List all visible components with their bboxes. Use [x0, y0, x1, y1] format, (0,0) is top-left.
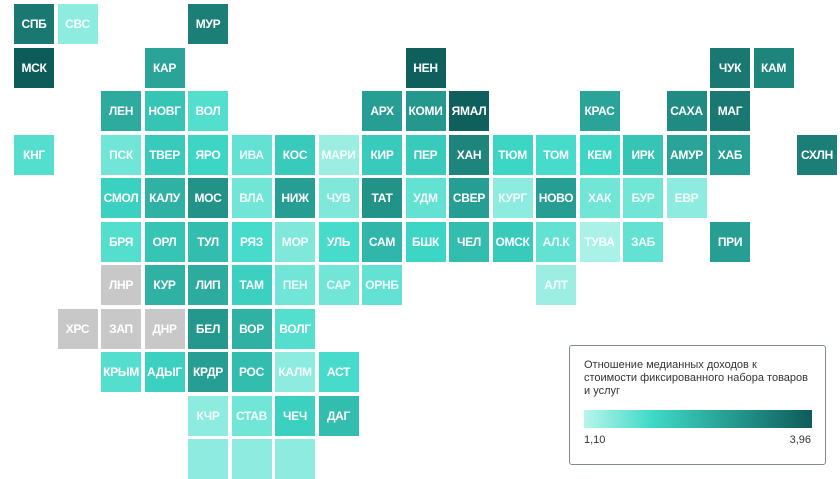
region-tile-КРАС[interactable]: КРАС	[579, 91, 620, 131]
region-tile-БРЯ[interactable]: БРЯ	[101, 221, 141, 262]
region-tile-СВС[interactable]: СВС	[57, 4, 98, 44]
region-tile-УДМ[interactable]: УДМ	[405, 178, 446, 218]
region-tile-ПЕР[interactable]: ПЕР	[405, 134, 446, 175]
region-tile-САР[interactable]: САР	[318, 265, 359, 305]
region-tile-УЛЬ[interactable]: УЛЬ	[318, 221, 359, 262]
region-tile-ВОЛГ[interactable]: ВОЛГ	[275, 308, 315, 349]
region-tile-МАРИ[interactable]: МАРИ	[318, 134, 359, 175]
region-tile-СМОЛ[interactable]: СМОЛ	[101, 178, 141, 218]
region-tile-ДАГ[interactable]: ДАГ	[318, 395, 359, 436]
region-tile-ОРЛ[interactable]: ОРЛ	[144, 221, 185, 262]
region-tile-ХАК[interactable]: ХАК	[579, 178, 620, 218]
region-tile-ВОР[interactable]: ВОР	[231, 308, 272, 349]
region-tile-РОС[interactable]: РОС	[231, 352, 272, 392]
region-tile-НИЖ[interactable]: НИЖ	[275, 178, 315, 218]
region-tile-КУРГ[interactable]: КУРГ	[492, 178, 533, 218]
region-tile-АМУР[interactable]: АМУР	[666, 134, 707, 175]
region-tile-ТУЛ[interactable]: ТУЛ	[188, 221, 228, 262]
region-tile-СПБ[interactable]: СПБ	[14, 4, 54, 44]
region-tile-САХА[interactable]: САХА	[666, 91, 707, 131]
region-tile-ЧУВ[interactable]: ЧУВ	[318, 178, 359, 218]
region-tile-БЕЛ[interactable]: БЕЛ	[188, 308, 228, 349]
region-tile-ЛНР[interactable]: ЛНР	[101, 265, 141, 305]
region-tile-ЯРО[interactable]: ЯРО	[188, 134, 228, 175]
region-tile-ХАН[interactable]: ХАН	[449, 134, 489, 175]
region-tile-ЛИП[interactable]: ЛИП	[188, 265, 228, 305]
region-tile-ПСК[interactable]: ПСК	[101, 134, 141, 175]
region-tile-МСК[interactable]: МСК	[14, 47, 54, 88]
region-tile-ХАБ[interactable]: ХАБ	[710, 134, 750, 175]
region-tile-ТОМ[interactable]: ТОМ	[536, 134, 576, 175]
region-tile-ОРНБ[interactable]: ОРНБ	[362, 265, 402, 305]
region-tile-map: СПБ СВС МУР МСК КАР НЕН ЧУК КАМ ЛЕН НОВГ ВОЛ АРХ КОМ…	[14, 4, 837, 479]
region-tile-НОВО[interactable]: НОВО	[536, 178, 576, 218]
region-tile-КНГ[interactable]: КНГ	[14, 134, 54, 175]
region-tile-АЛТ[interactable]: АЛТ	[536, 265, 576, 305]
region-tile-СХЛН[interactable]: СХЛН	[797, 134, 837, 175]
region-tile-КОС[interactable]: КОС	[275, 134, 315, 175]
region-tile-ТВЕР[interactable]: ТВЕР	[144, 134, 185, 175]
region-tile-ЗАП[interactable]: ЗАП	[101, 308, 141, 349]
legend-max-label: 3,96	[789, 434, 811, 446]
region-tile-ИРК[interactable]: ИРК	[623, 134, 663, 175]
region-tile-ТЮМ[interactable]: ТЮМ	[492, 134, 533, 175]
region-tile-КАЛМ[interactable]: КАЛМ	[275, 352, 315, 392]
region-tile-МОС[interactable]: МОС	[188, 178, 228, 218]
region-tile-ЧЕЧ[interactable]: ЧЕЧ	[275, 395, 315, 436]
region-tile-ТАМ[interactable]: ТАМ	[231, 265, 272, 305]
region-tile-unlabeled[interactable]	[275, 439, 315, 479]
legend-min-label: 1,10	[584, 434, 606, 446]
region-tile-ИВА[interactable]: ИВА	[231, 134, 272, 175]
region-tile-ПРИ[interactable]: ПРИ	[710, 221, 750, 262]
region-tile-ЗАБ[interactable]: ЗАБ	[623, 221, 663, 262]
region-tile-ВОЛ[interactable]: ВОЛ	[188, 91, 228, 131]
region-tile-ХРС[interactable]: ХРС	[57, 308, 98, 349]
region-tile-НЕН[interactable]: НЕН	[405, 47, 446, 88]
region-tile-РЯЗ[interactable]: РЯЗ	[231, 221, 272, 262]
region-tile-КРДР[interactable]: КРДР	[188, 352, 228, 392]
region-tile-КАМ[interactable]: КАМ	[753, 47, 794, 88]
region-tile-ДНР[interactable]: ДНР	[144, 308, 185, 349]
region-tile-ЧУК[interactable]: ЧУК	[710, 47, 750, 88]
color-legend: Отношение медианных доходов к стоимости …	[569, 345, 826, 465]
region-tile-АЛ.К[interactable]: АЛ.К	[536, 221, 576, 262]
region-tile-КЧР[interactable]: КЧР	[188, 395, 228, 436]
region-tile-НОВГ[interactable]: НОВГ	[144, 91, 185, 131]
legend-title: Отношение медианных доходов к стоимости …	[584, 359, 809, 397]
region-tile-БУР[interactable]: БУР	[623, 178, 663, 218]
region-tile-КОМИ[interactable]: КОМИ	[405, 91, 446, 131]
region-tile-СТАВ[interactable]: СТАВ	[231, 395, 272, 436]
region-tile-ЯМАЛ[interactable]: ЯМАЛ	[449, 91, 489, 131]
region-tile-МУР[interactable]: МУР	[188, 4, 228, 44]
region-tile-unlabeled[interactable]	[231, 439, 272, 479]
region-tile-ОМСК[interactable]: ОМСК	[492, 221, 533, 262]
region-tile-ТУВА[interactable]: ТУВА	[579, 221, 620, 262]
region-tile-КАР[interactable]: КАР	[144, 47, 185, 88]
region-tile-МАГ[interactable]: МАГ	[710, 91, 750, 131]
region-tile-КРЫМ[interactable]: КРЫМ	[101, 352, 141, 392]
region-tile-КАЛУ[interactable]: КАЛУ	[144, 178, 185, 218]
region-tile-ЕВР[interactable]: ЕВР	[666, 178, 707, 218]
region-tile-ПЕН[interactable]: ПЕН	[275, 265, 315, 305]
region-tile-БШК[interactable]: БШК	[405, 221, 446, 262]
region-tile-САМ[interactable]: САМ	[362, 221, 402, 262]
region-tile-ЛЕН[interactable]: ЛЕН	[101, 91, 141, 131]
legend-gradient-bar	[584, 410, 812, 428]
region-tile-КЕМ[interactable]: КЕМ	[579, 134, 620, 175]
region-tile-АРХ[interactable]: АРХ	[362, 91, 402, 131]
region-tile-МОР[interactable]: МОР	[275, 221, 315, 262]
region-tile-КИР[interactable]: КИР	[362, 134, 402, 175]
region-tile-АДЫГ[interactable]: АДЫГ	[144, 352, 185, 392]
region-tile-ЧЕЛ[interactable]: ЧЕЛ	[449, 221, 489, 262]
region-tile-ТАТ[interactable]: ТАТ	[362, 178, 402, 218]
region-tile-КУР[interactable]: КУР	[144, 265, 185, 305]
region-tile-ВЛА[interactable]: ВЛА	[231, 178, 272, 218]
region-tile-СВЕР[interactable]: СВЕР	[449, 178, 489, 218]
region-tile-АСТ[interactable]: АСТ	[318, 352, 359, 392]
region-tile-unlabeled[interactable]	[188, 439, 228, 479]
